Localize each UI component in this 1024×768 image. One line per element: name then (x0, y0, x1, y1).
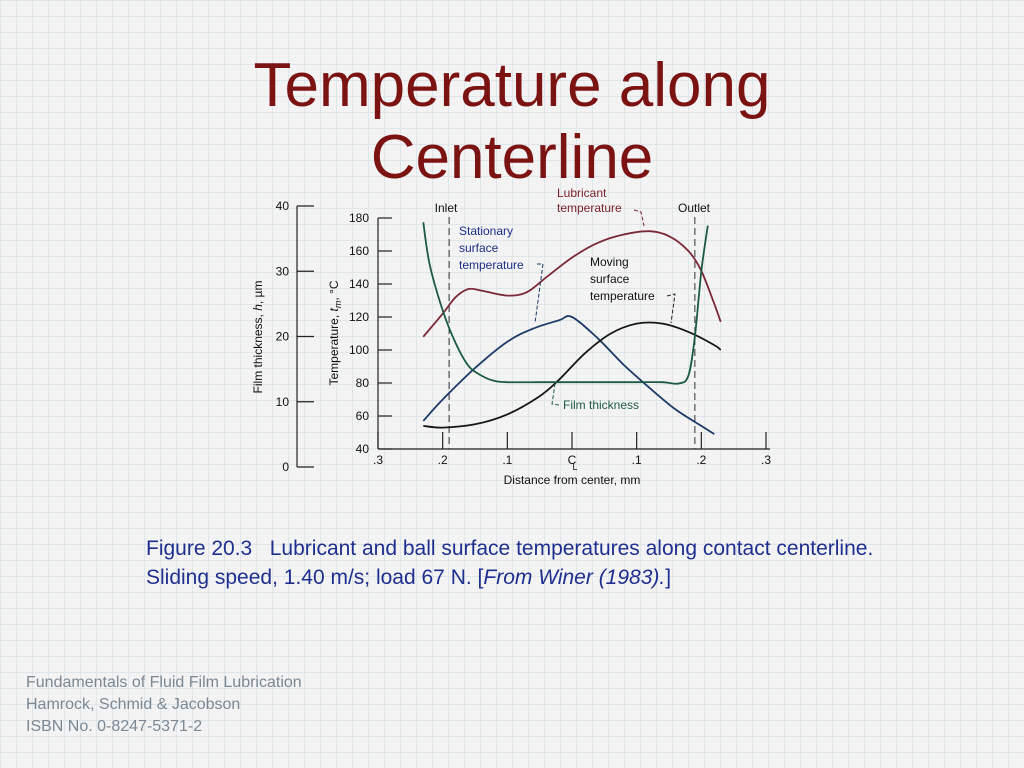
distance-axis-tick-label: C (568, 453, 577, 467)
film-axis-label-part: h (251, 304, 265, 311)
distance-axis-label: Distance from center, mm (504, 473, 641, 487)
footer-reference: Fundamentals of Fluid Film Lubrication H… (26, 672, 302, 738)
film-axis-tick-label: 20 (276, 330, 290, 344)
chart-axes: 0 10 20 30 40 Film thickness, h, µm 40 60 80 100 1… (251, 199, 771, 487)
chart-series (422, 222, 722, 435)
lubricant-temperature-label: temperature (557, 201, 622, 215)
temperature-axis-label-part: Temperature, (327, 311, 341, 385)
film-axis-tick-label: 0 (282, 460, 289, 474)
film-axis-label-part: , µm (251, 281, 265, 305)
moving-leader-line (666, 293, 676, 324)
stationary-temperature-label: temperature (459, 258, 524, 272)
distance-axis-tick-label: .3 (373, 453, 383, 467)
film-axis-tick-label: 30 (276, 264, 290, 278)
temperature-axis-tick-label: 140 (349, 277, 369, 291)
temperature-axis-label-part: m (333, 300, 343, 308)
moving-temperature-label: Moving (590, 255, 629, 269)
figure-caption: Figure 20.3 Lubricant and ball surface t… (146, 534, 906, 592)
film-axis-tick-label: 10 (276, 395, 290, 409)
temperature-axis-tick-label: 60 (356, 409, 370, 423)
stationary-leader-line (534, 263, 544, 324)
distance-axis-tick-label: .3 (761, 453, 771, 467)
temperature-axis-label: Temperature, tm, °C (327, 280, 343, 385)
centerline-subscript: L (572, 462, 577, 472)
film-axis-label: Film thickness, h, µm (251, 281, 265, 394)
stationary-series-line (422, 315, 715, 435)
film-axis-tick-label: 40 (276, 199, 290, 213)
inlet-label: Inlet (435, 201, 458, 215)
caption-text-end: ] (665, 566, 672, 589)
stationary-temperature-label: surface (459, 241, 499, 255)
distance-axis-tick-label: .2 (438, 453, 448, 467)
moving-temperature-label: temperature (590, 289, 655, 303)
temperature-axis-tick-label: 40 (356, 442, 370, 456)
chart-labels: Inlet OutletLubricanttemperatureStationar… (435, 186, 711, 412)
footer-book-title: Fundamentals of Fluid Film Lubrication (26, 674, 302, 691)
caption-source: From Winer (1983). (483, 566, 666, 589)
footer-authors: Hamrock, Schmid & Jacobson (26, 696, 241, 713)
lubricant-series-line (422, 230, 722, 338)
temperature-axis-label-part: t (327, 307, 341, 311)
film-leader-line (551, 383, 560, 406)
temperature-axis-label-part: , °C (327, 280, 341, 300)
temperature-axis-tick-label: 120 (349, 310, 369, 324)
outlet-label: Outlet (678, 201, 711, 215)
distance-axis-tick-label: .1 (632, 453, 642, 467)
distance-axis-tick-label: .1 (502, 453, 512, 467)
footer-isbn: ISBN No. 0-8247-5371-2 (26, 718, 203, 735)
caption-figure-number: Figure 20.3 (146, 537, 253, 560)
temperature-axis-tick-label: 80 (356, 376, 370, 390)
slide-title-line-2: Centerline (370, 123, 654, 192)
film-thickness-label: Film thickness (563, 398, 639, 412)
stationary-temperature-label: Stationary (459, 224, 513, 238)
distance-axis-tick-label: .2 (696, 453, 706, 467)
caption-text: Lubricant and ball surface temperatures … (146, 537, 874, 589)
film-series-line (422, 222, 709, 385)
moving-series-line (423, 321, 722, 429)
temperature-axis-tick-label: 180 (349, 211, 369, 225)
temperature-axis-tick-label: 100 (349, 343, 369, 357)
lubricant-leader-line (633, 209, 645, 227)
slide-title-line-1: Temperature along (253, 51, 771, 120)
film-axis-label-part: Film thickness, (251, 311, 265, 394)
lubricant-temperature-label: Lubricant (557, 186, 607, 200)
slide-title: Temperature along Centerline (0, 50, 1024, 194)
temperature-axis-tick-label: 160 (349, 244, 369, 258)
moving-temperature-label: surface (590, 272, 630, 286)
